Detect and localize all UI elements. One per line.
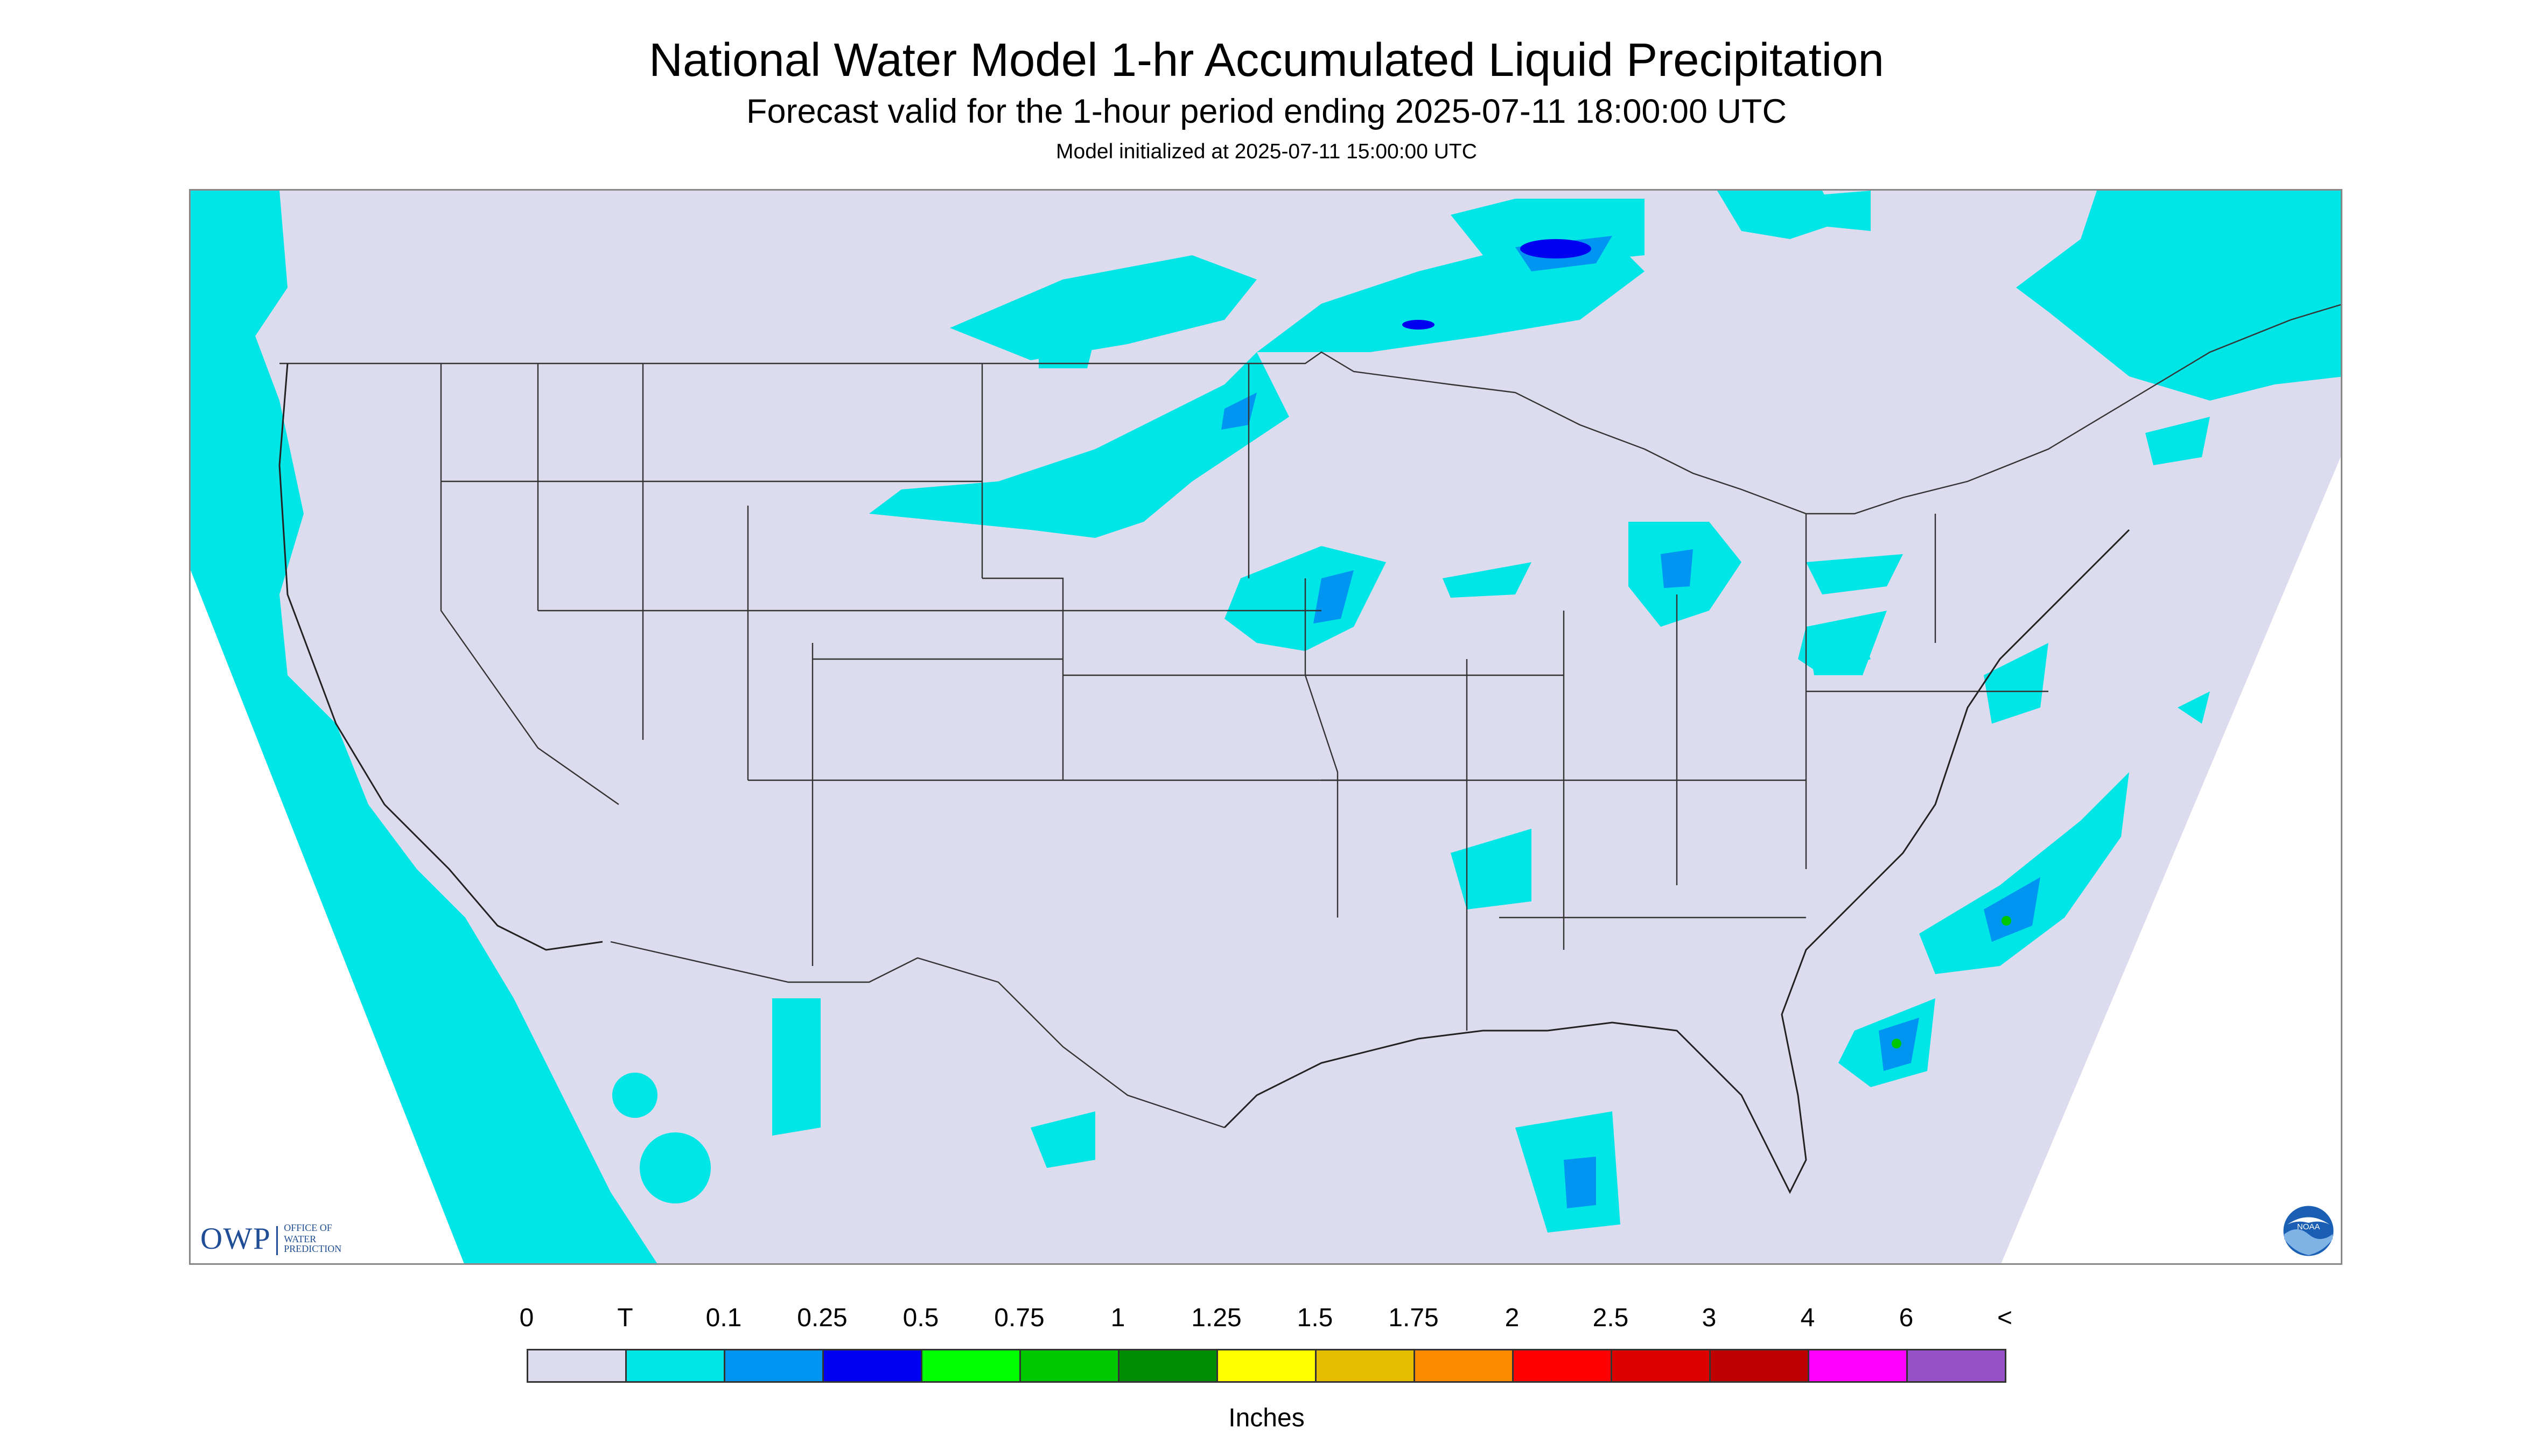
legend-label: 0.25 <box>797 1305 848 1333</box>
precipitation-map <box>189 189 2342 1265</box>
owp-logo-word: WATER <box>284 1235 317 1245</box>
legend-label: 0.5 <box>902 1305 939 1333</box>
precip-northeast <box>1774 191 2341 465</box>
legend-swatch <box>1611 1350 1709 1381</box>
map-canvas <box>191 191 2341 1263</box>
legend-color-bar <box>527 1349 2006 1383</box>
owp-logo: OWP OFFICE OF WATER PREDICTION <box>200 1223 341 1258</box>
legend-label: 1.5 <box>1297 1305 1333 1333</box>
owp-logo-word: PREDICTION <box>284 1245 342 1256</box>
precip-pacific <box>191 191 711 1263</box>
legend-swatch <box>1906 1350 2005 1381</box>
legend-swatch <box>1315 1350 1414 1381</box>
legend-label: 0.75 <box>994 1305 1045 1333</box>
legend-swatch <box>1512 1350 1611 1381</box>
legend-swatch <box>1019 1350 1118 1381</box>
legend-label: 4 <box>1800 1305 1815 1333</box>
owp-logo-words: OFFICE OF WATER PREDICTION <box>284 1225 341 1257</box>
model-init-line: Model initialized at 2025-07-11 15:00:00… <box>1056 139 1477 163</box>
legend-label: 1 <box>1110 1305 1125 1333</box>
legend-label: 0 <box>519 1305 534 1333</box>
owp-logo-word: OFFICE OF <box>284 1224 332 1235</box>
legend-label: 2 <box>1505 1305 1520 1333</box>
owp-logo-letters: OWP <box>200 1223 271 1257</box>
legend-swatch <box>1216 1350 1315 1381</box>
model-domain <box>191 191 2341 1263</box>
precip-southeast-heavy <box>1892 916 2011 1048</box>
coastline <box>278 363 2130 1194</box>
legend-label: 1.75 <box>1388 1305 1439 1333</box>
legend-units-label: Inches <box>1228 1405 1305 1433</box>
legend-swatch <box>724 1350 822 1381</box>
legend-swatch <box>1118 1350 1216 1381</box>
legend-label: 6 <box>1899 1305 1914 1333</box>
legend-swatch <box>625 1350 724 1381</box>
legend-swatch <box>1808 1350 1906 1381</box>
political-boundaries <box>279 304 2341 1129</box>
page-title: National Water Model 1-hr Accumulated Li… <box>649 36 1884 87</box>
legend-swatch <box>528 1350 625 1381</box>
noaa-logo-icon: NOAA <box>2282 1204 2335 1258</box>
forecast-valid-subtitle: Forecast valid for the 1-hour period end… <box>746 94 1787 131</box>
precip-northern-plains-moderate <box>1402 239 1591 330</box>
legend-swatch <box>1709 1350 1808 1381</box>
noaa-logo-text: NOAA <box>2297 1222 2320 1231</box>
legend-swatch <box>1414 1350 1512 1381</box>
legend-label: 3 <box>1702 1305 1717 1333</box>
legend-label: T <box>617 1305 633 1333</box>
legend-label: < <box>1997 1305 2013 1333</box>
owp-logo-divider <box>276 1226 278 1255</box>
legend-swatch <box>822 1350 921 1381</box>
legend-swatch <box>921 1350 1019 1381</box>
legend-label: 1.25 <box>1191 1305 1242 1333</box>
legend-label: 0.1 <box>705 1305 742 1333</box>
legend-label: 2.5 <box>1592 1305 1629 1333</box>
